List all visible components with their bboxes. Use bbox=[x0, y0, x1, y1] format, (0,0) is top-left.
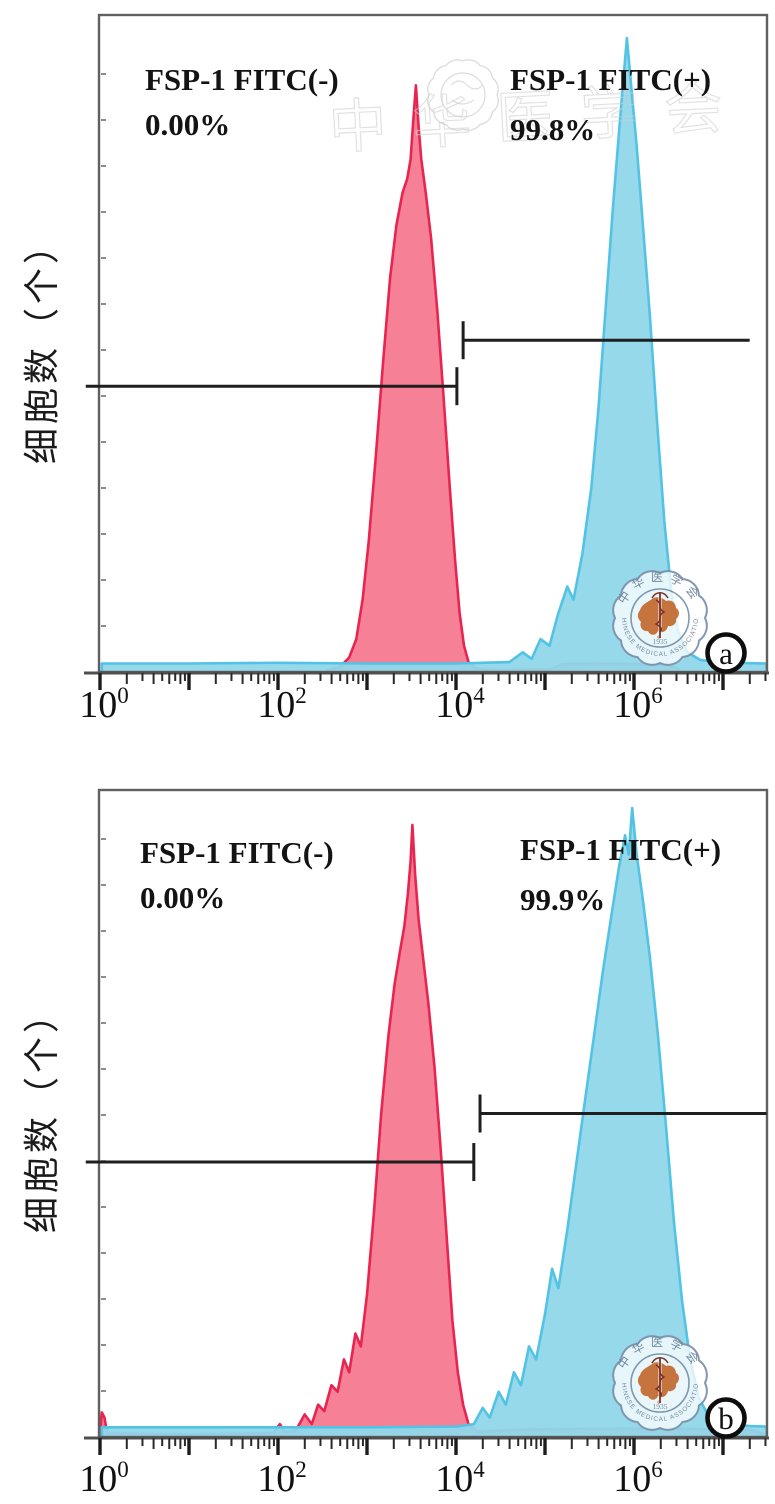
x-tick-exponent: 2 bbox=[295, 1457, 307, 1482]
panel-badge-circle bbox=[705, 632, 747, 674]
x-tick-label: 104 bbox=[435, 683, 485, 726]
neg-population-label-a: FSP-1 FITC(-) bbox=[145, 62, 339, 97]
x-tick-exponent: 4 bbox=[473, 1457, 485, 1482]
seal-snake bbox=[654, 1364, 666, 1398]
x-tick-exponent: 0 bbox=[117, 683, 129, 708]
x-tick-exponent: 0 bbox=[117, 1457, 129, 1482]
gates-b bbox=[85, 1094, 767, 1182]
seal-year-text: 1935 bbox=[653, 1402, 668, 1411]
x-tick-label: 100 bbox=[79, 683, 129, 726]
panel-badge-letter: b bbox=[718, 1401, 734, 1436]
seal-china-map bbox=[637, 1362, 679, 1400]
seal-china-map bbox=[637, 597, 679, 635]
seal-wings bbox=[651, 1357, 669, 1364]
x-tick-label: 106 bbox=[613, 1457, 663, 1500]
neg-population-value-a: 0.00% bbox=[145, 107, 230, 142]
x-tick-label: 104 bbox=[435, 1457, 485, 1500]
seal-year-text: 1935 bbox=[653, 637, 668, 646]
panel-badge-circle bbox=[705, 1397, 747, 1439]
pos-population-value-b: 99.9% bbox=[520, 882, 605, 917]
x-axis-a: 100 102 104 106 bbox=[79, 73, 769, 726]
x-tick-label: 102 bbox=[257, 1457, 307, 1500]
pos-population-label-b: FSP-1 FITC(+) bbox=[520, 832, 721, 867]
x-tick-label: 100 bbox=[79, 1457, 129, 1500]
panel-badge-b: b bbox=[705, 1397, 747, 1439]
gates-a bbox=[85, 321, 750, 406]
y-axis-label-a: 细胞数（个） bbox=[22, 224, 62, 464]
faint-seal-inner-circle bbox=[440, 72, 486, 118]
x-tick-exponent: 4 bbox=[473, 683, 485, 708]
neg-population-value-b: 0.00% bbox=[140, 880, 225, 915]
panel-badge-letter: a bbox=[719, 636, 733, 671]
x-tick-exponent: 6 bbox=[651, 683, 663, 708]
x-tick-label: 102 bbox=[257, 683, 307, 726]
faint-seal-outline bbox=[427, 59, 499, 131]
pos-population-label-a: FSP-1 FITC(+) bbox=[510, 62, 711, 97]
y-axis-label-b: 细胞数（个） bbox=[22, 993, 62, 1233]
panel-badge-a: a bbox=[705, 632, 747, 674]
faint-seal-emblem bbox=[450, 80, 484, 105]
seal-snake bbox=[654, 599, 666, 633]
x-axis-b: 100 102 104 106 bbox=[79, 838, 769, 1500]
pos-population-value-a: 99.8% bbox=[510, 112, 595, 147]
seal-scallop-ring bbox=[427, 59, 499, 131]
x-tick-exponent: 6 bbox=[651, 1457, 663, 1482]
x-tick-label: 106 bbox=[613, 683, 663, 726]
x-tick-exponent: 2 bbox=[295, 683, 307, 708]
neg-population-label-b: FSP-1 FITC(-) bbox=[140, 835, 334, 870]
seal-wings bbox=[651, 592, 669, 599]
